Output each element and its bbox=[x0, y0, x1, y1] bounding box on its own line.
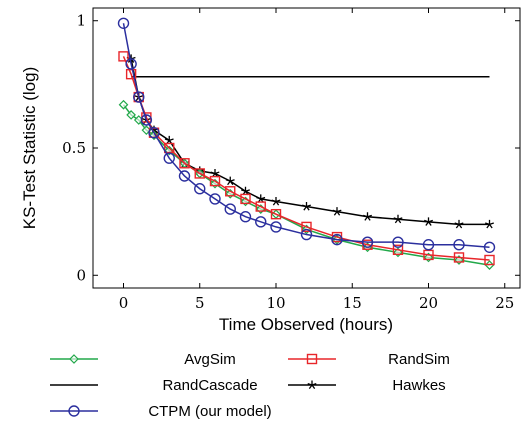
legend-item-hawkes: Hawkes bbox=[288, 377, 446, 394]
legend-label: RandCascade bbox=[162, 377, 257, 394]
axis-layer: 0 5 10 15 20 25 0 0.5 1 bbox=[62, 8, 520, 312]
legend-item-randcascade: RandCascade bbox=[50, 377, 258, 394]
point-randsim bbox=[179, 158, 190, 169]
point-ctpm-our-model bbox=[163, 152, 175, 164]
legend-marker bbox=[68, 405, 80, 417]
legend: AvgSim RandSim RandCascade Hawkes CTPM (our … bbox=[50, 351, 450, 420]
legend-label: AvgSim bbox=[184, 351, 235, 368]
y-axis-label: KS-Test Statistic (log) bbox=[20, 67, 39, 230]
legend-label: Hawkes bbox=[392, 377, 445, 394]
legend-label: RandSim bbox=[388, 351, 450, 368]
point-ctpm-our-model bbox=[117, 17, 130, 29]
point-ctpm-our-model bbox=[133, 91, 145, 103]
point-ctpm-our-model bbox=[361, 236, 374, 248]
point-hawkes bbox=[454, 219, 464, 229]
x-axis-label: Time Observed (hours) bbox=[219, 315, 393, 334]
point-hawkes bbox=[485, 219, 494, 229]
legend-label: CTPM (our model) bbox=[148, 403, 271, 420]
point-hawkes bbox=[271, 196, 281, 206]
point-ctpm-our-model bbox=[194, 183, 206, 195]
point-hawkes bbox=[241, 186, 250, 196]
legend-item-avgsim: AvgSim bbox=[50, 351, 236, 368]
point-ctpm-our-model bbox=[224, 203, 236, 215]
point-ctpm-our-model bbox=[125, 58, 137, 70]
series-hawkes bbox=[126, 54, 494, 229]
point-ctpm-our-model bbox=[392, 236, 404, 248]
point-ctpm-our-model bbox=[331, 233, 343, 246]
y-tick-label: 0 bbox=[76, 266, 86, 284]
y-tick-label: 0.5 bbox=[62, 139, 86, 157]
series-ctpm-our-model bbox=[117, 17, 496, 253]
point-hawkes bbox=[164, 135, 174, 145]
point-ctpm-our-model bbox=[178, 170, 191, 182]
point-hawkes bbox=[363, 212, 372, 221]
point-randsim bbox=[301, 221, 312, 233]
point-hawkes bbox=[126, 54, 136, 63]
point-hawkes bbox=[424, 217, 433, 226]
point-ctpm-our-model bbox=[209, 193, 221, 205]
point-ctpm-our-model bbox=[300, 228, 313, 241]
point-ctpm-our-model bbox=[148, 127, 160, 139]
series-line-ctpm-our-model bbox=[122, 23, 490, 249]
point-randsim bbox=[392, 244, 404, 256]
x-tick-label: 0 bbox=[119, 294, 129, 312]
point-hawkes bbox=[393, 214, 403, 224]
series-avgsim bbox=[118, 99, 495, 270]
y-tick-label: 1 bbox=[76, 12, 86, 30]
legend-marker bbox=[306, 353, 318, 365]
x-tick-label: 10 bbox=[266, 294, 285, 312]
point-avgsim bbox=[126, 110, 136, 120]
point-ctpm-our-model bbox=[270, 221, 282, 233]
point-ctpm-our-model bbox=[422, 239, 435, 251]
point-randsim bbox=[240, 193, 251, 205]
legend-marker bbox=[69, 354, 79, 364]
series-line-avgsim bbox=[122, 104, 490, 266]
plot-frame bbox=[92, 7, 521, 289]
point-randsim bbox=[484, 254, 495, 266]
point-ctpm-our-model bbox=[255, 216, 267, 228]
point-hawkes bbox=[302, 202, 311, 211]
point-hawkes bbox=[210, 168, 220, 178]
legend-item-ctpm-our-model: CTPM (our model) bbox=[50, 403, 272, 420]
point-ctpm-our-model bbox=[239, 211, 252, 223]
point-hawkes bbox=[256, 194, 266, 203]
point-randsim bbox=[270, 208, 282, 220]
x-tick-label: 20 bbox=[419, 294, 438, 312]
point-ctpm-our-model bbox=[140, 114, 153, 126]
series-line-hawkes bbox=[130, 58, 490, 226]
point-hawkes bbox=[332, 207, 342, 216]
x-tick-label: 5 bbox=[195, 294, 205, 312]
point-randsim bbox=[255, 201, 266, 212]
point-hawkes bbox=[225, 176, 235, 186]
point-randsim bbox=[118, 51, 129, 62]
point-randsim bbox=[194, 168, 205, 179]
x-tick-label: 15 bbox=[343, 294, 362, 312]
point-randsim bbox=[225, 186, 236, 197]
point-avgsim bbox=[118, 99, 129, 110]
point-randsim bbox=[209, 175, 221, 187]
point-ctpm-our-model bbox=[453, 239, 465, 251]
point-ctpm-our-model bbox=[483, 241, 496, 253]
legend-marker bbox=[307, 380, 317, 390]
x-tick-label: 25 bbox=[495, 294, 514, 312]
series-layer bbox=[117, 17, 496, 270]
legend-item-randsim: RandSim bbox=[288, 351, 450, 368]
point-randsim bbox=[453, 252, 465, 263]
